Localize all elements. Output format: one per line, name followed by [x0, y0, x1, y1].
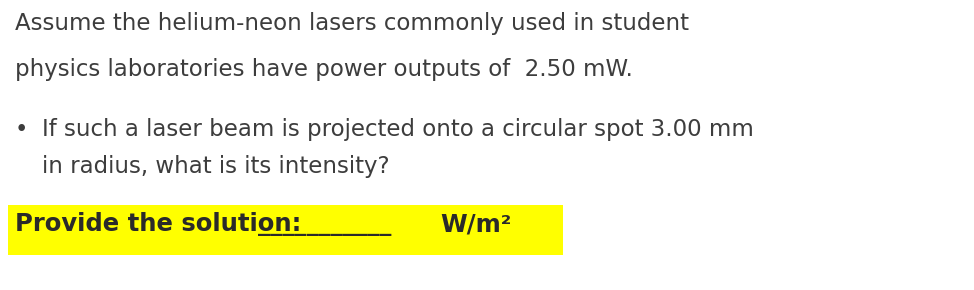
Text: physics laboratories have power outputs of  2.50 mW.: physics laboratories have power outputs … — [15, 58, 633, 81]
Text: Provide the solution:: Provide the solution: — [15, 212, 301, 236]
Text: in radius, what is its intensity?: in radius, what is its intensity? — [42, 155, 390, 178]
Text: •: • — [15, 118, 28, 141]
Text: If such a laser beam is projected onto a circular spot 3.00 mm: If such a laser beam is projected onto a… — [42, 118, 754, 141]
Text: W/m²: W/m² — [440, 212, 511, 236]
Text: Assume the helium-neon lasers commonly used in student: Assume the helium-neon lasers commonly u… — [15, 12, 689, 35]
Text: ___________: ___________ — [258, 212, 392, 236]
